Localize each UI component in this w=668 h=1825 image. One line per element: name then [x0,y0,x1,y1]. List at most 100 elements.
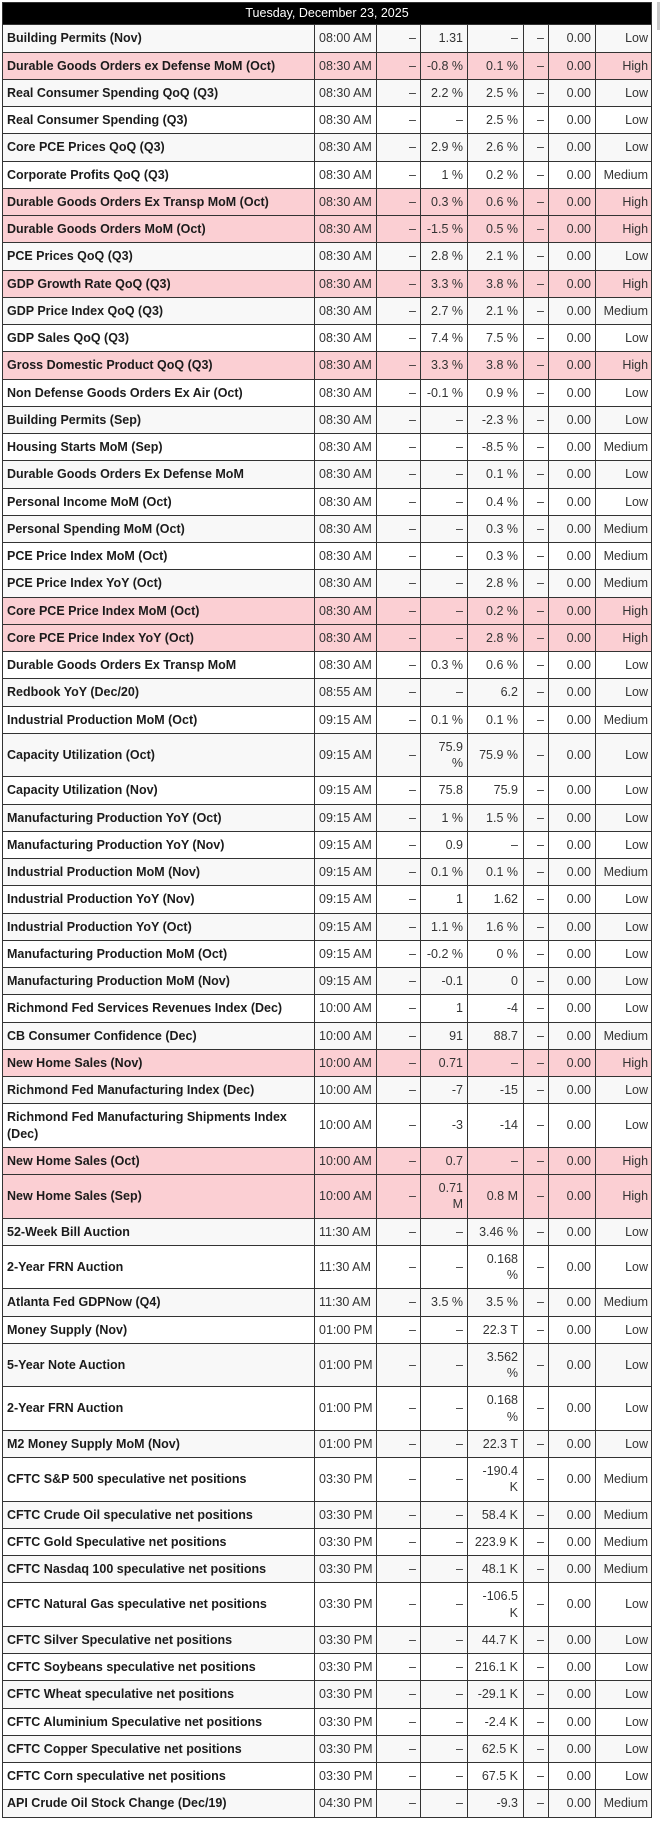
event-name-cell: Core PCE Price Index MoM (Oct) [2,596,315,625]
table-row[interactable]: Corporate Profits QoQ (Q3) 08:30 AM –1 % 0.… [2,160,653,189]
table-row[interactable]: Building Permits (Sep) 08:30 AM – – -2.3 % –0… [2,405,653,435]
table-row[interactable]: Manufacturing Production YoY (Nov) 09:15 … [2,830,653,860]
table-row[interactable]: Core PCE Price Index YoY (Oct) 08:30 AM – –… [2,623,653,653]
value-cell: -15 [467,1075,524,1105]
value-cell: 0.00 [548,1789,596,1818]
table-row[interactable]: Manufacturing Production YoY (Oct) 09:15 … [2,803,653,832]
table-row[interactable]: GDP Sales QoQ (Q3) 08:30 AM –7.4 % 7.5 % –0.… [2,323,653,353]
value-cell: 1 [420,994,468,1023]
value-cell: 0.00 [548,623,596,653]
table-row[interactable]: Housing Starts MoM (Sep) 08:30 AM – – -8.5 %… [2,432,653,462]
table-row[interactable]: CFTC Copper Speculative net positions 03:… [2,1734,653,1764]
table-row[interactable]: CFTC Natural Gas speculative net positio… [2,1582,653,1627]
table-row[interactable]: Personal Spending MoM (Oct) 08:30 AM – –0.3… [2,514,653,544]
value-cell: -29.1 K [467,1680,524,1709]
table-row[interactable]: Industrial Production MoM (Nov) 09:15 AM –… [2,857,653,887]
event-name-cell: Durable Goods Orders MoM (Oct) [2,214,315,244]
table-row[interactable]: 52-Week Bill Auction 11:30 AM – –3.46 % –0.0… [2,1217,653,1246]
table-row[interactable]: CFTC Gold Speculative net positions 03:30… [2,1527,653,1557]
value-cell: 0.00 [548,405,596,435]
table-row[interactable]: CB Consumer Confidence (Dec) 10:00 AM –91 8… [2,1021,653,1050]
table-row[interactable]: PCE Price Index MoM (Oct) 08:30 AM – –0.3 %… [2,541,653,571]
table-row[interactable]: Manufacturing Production MoM (Oct) 09:15 … [2,939,653,969]
value-cell: 0.00 [548,776,596,805]
table-row[interactable]: CFTC S&P 500 speculative net positions 03… [2,1457,653,1502]
value-cell: 48.1 K [467,1554,524,1584]
value-cell: – [420,1500,468,1529]
table-row[interactable]: GDP Price Index QoQ (Q3) 08:30 AM –2.7 % 2.… [2,296,653,326]
importance-cell: Low [594,1625,653,1655]
importance-cell: High [594,214,653,244]
table-row[interactable]: CFTC Nasdaq 100 speculative net position… [2,1554,653,1584]
time-cell: 10:00 AM [314,1048,377,1078]
value-cell: 0.6 % [467,650,524,680]
importance-cell: High [594,51,653,80]
value-cell: – [523,623,549,653]
table-row[interactable]: Building Permits (Nov) 08:00 AM –1.31– –0.0… [2,24,653,53]
table-row[interactable]: M2 Money Supply MoM (Nov) 01:00 PM – –22.3 … [2,1429,653,1459]
value-cell: 0.00 [548,514,596,544]
value-cell: 0.00 [548,1680,596,1709]
value-cell: 0.00 [548,1554,596,1584]
table-row[interactable]: Richmond Fed Services Revenues Index (De… [2,994,653,1023]
table-row[interactable]: Durable Goods Orders Ex Transp MoM (Oct)… [2,187,653,217]
table-row[interactable]: New Home Sales (Sep) 10:00 AM –0.71 M 0.8 M… [2,1174,653,1219]
table-row[interactable]: Richmond Fed Manufacturing Index (Dec) 10… [2,1075,653,1105]
value-cell: 0.00 [548,1625,596,1655]
table-row[interactable]: Durable Goods Orders Ex Defense MoM 08:30… [2,460,653,489]
table-row[interactable]: CFTC Wheat speculative net positions 03:3… [2,1680,653,1709]
table-row[interactable]: CFTC Corn speculative net positions 03:30… [2,1761,653,1791]
time-cell: 09:15 AM [314,803,377,832]
table-row[interactable]: CFTC Aluminium Speculative net positions… [2,1707,653,1736]
value-cell: 3.5 % [420,1288,468,1317]
value-cell: 0.00 [548,1429,596,1459]
table-row[interactable]: GDP Growth Rate QoQ (Q3) 08:30 AM –3.3 % 3.… [2,269,653,298]
table-row[interactable]: 2-Year FRN Auction 01:00 PM – –0.168 % –0.00… [2,1386,653,1431]
table-row[interactable]: Manufacturing Production MoM (Nov) 09:15 … [2,966,653,996]
table-row[interactable]: Richmond Fed Manufacturing Shipments Ind… [2,1103,653,1148]
table-row[interactable]: Redbook YoY (Dec/20) 08:55 AM – –6.2–0.00 Lo… [2,678,653,707]
value-cell: – [376,432,421,462]
value-cell: – [523,242,549,271]
table-row[interactable]: CFTC Silver Speculative net positions 03:… [2,1625,653,1655]
value-cell: 44.7 K [467,1625,524,1655]
table-row[interactable]: Durable Goods Orders Ex Transp MoM 08:30 … [2,650,653,680]
table-row[interactable]: Money Supply (Nov) 01:00 PM – –22.3 T –0.00 L… [2,1315,653,1344]
importance-cell: Low [594,830,653,860]
table-row[interactable]: Personal Income MoM (Oct) 08:30 AM – –0.4 %… [2,487,653,516]
table-row[interactable]: Real Consumer Spending (Q3) 08:30 AM – –2.5… [2,105,653,135]
table-row[interactable]: Core PCE Prices QoQ (Q3) 08:30 AM –2.9 % 2.… [2,133,653,162]
table-row[interactable]: Durable Goods Orders ex Defense MoM (Oct… [2,51,653,80]
time-cell: 09:15 AM [314,885,377,914]
table-row[interactable]: CFTC Crude Oil speculative net positions… [2,1500,653,1529]
value-cell: 3.5 % [467,1288,524,1317]
table-row[interactable]: PCE Prices QoQ (Q3) 08:30 AM –2.8 % 2.1 % –0… [2,242,653,271]
table-row[interactable]: Industrial Production MoM (Oct) 09:15 AM –… [2,705,653,734]
event-name-cell: Non Defense Goods Orders Ex Air (Oct) [2,378,315,407]
table-row[interactable]: PCE Price Index YoY (Oct) 08:30 AM – –2.8 %… [2,569,653,598]
table-row[interactable]: 5-Year Note Auction 01:00 PM – –3.562 % –0.0… [2,1342,653,1388]
value-cell: – [523,460,549,489]
importance-cell: Low [594,912,653,941]
table-row[interactable]: Gross Domestic Product QoQ (Q3) 08:30 AM –… [2,351,653,380]
table-row[interactable]: Capacity Utilization (Oct) 09:15 AM –75.9 … [2,732,653,778]
scrollbar-thumb[interactable] [657,2,660,30]
table-row[interactable]: Atlanta Fed GDPNow (Q4) 11:30 AM –3.5 % 3.5… [2,1288,653,1317]
table-row[interactable]: API Crude Oil Stock Change (Dec/19) 04:30… [2,1789,653,1818]
table-row[interactable]: New Home Sales (Nov) 10:00 AM –0.71– –0.00 H… [2,1048,653,1078]
event-name-cell: CFTC Nasdaq 100 speculative net position… [2,1554,315,1584]
table-row[interactable]: Industrial Production YoY (Nov) 09:15 AM –… [2,885,653,914]
table-row[interactable]: New Home Sales (Oct) 10:00 AM –0.7– –0.00 Hi… [2,1146,653,1176]
event-name-cell: Money Supply (Nov) [2,1315,315,1344]
table-row[interactable]: Industrial Production YoY (Oct) 09:15 AM –… [2,912,653,941]
table-row[interactable]: CFTC Soybeans speculative net positions 0… [2,1652,653,1682]
table-row[interactable]: Durable Goods Orders MoM (Oct) 08:30 AM – -… [2,214,653,244]
value-cell: – [420,405,468,435]
table-row[interactable]: Core PCE Price Index MoM (Oct) 08:30 AM – –… [2,596,653,625]
table-row[interactable]: 2-Year FRN Auction 11:30 AM – –0.168 % –0.00… [2,1244,653,1290]
table-row[interactable]: Capacity Utilization (Nov) 09:15 AM –75.8 7… [2,776,653,805]
importance-cell: Low [594,242,653,271]
table-row[interactable]: Real Consumer Spending QoQ (Q3) 08:30 AM –… [2,78,653,108]
importance-cell: Low [594,885,653,914]
table-row[interactable]: Non Defense Goods Orders Ex Air (Oct) 08:… [2,378,653,407]
